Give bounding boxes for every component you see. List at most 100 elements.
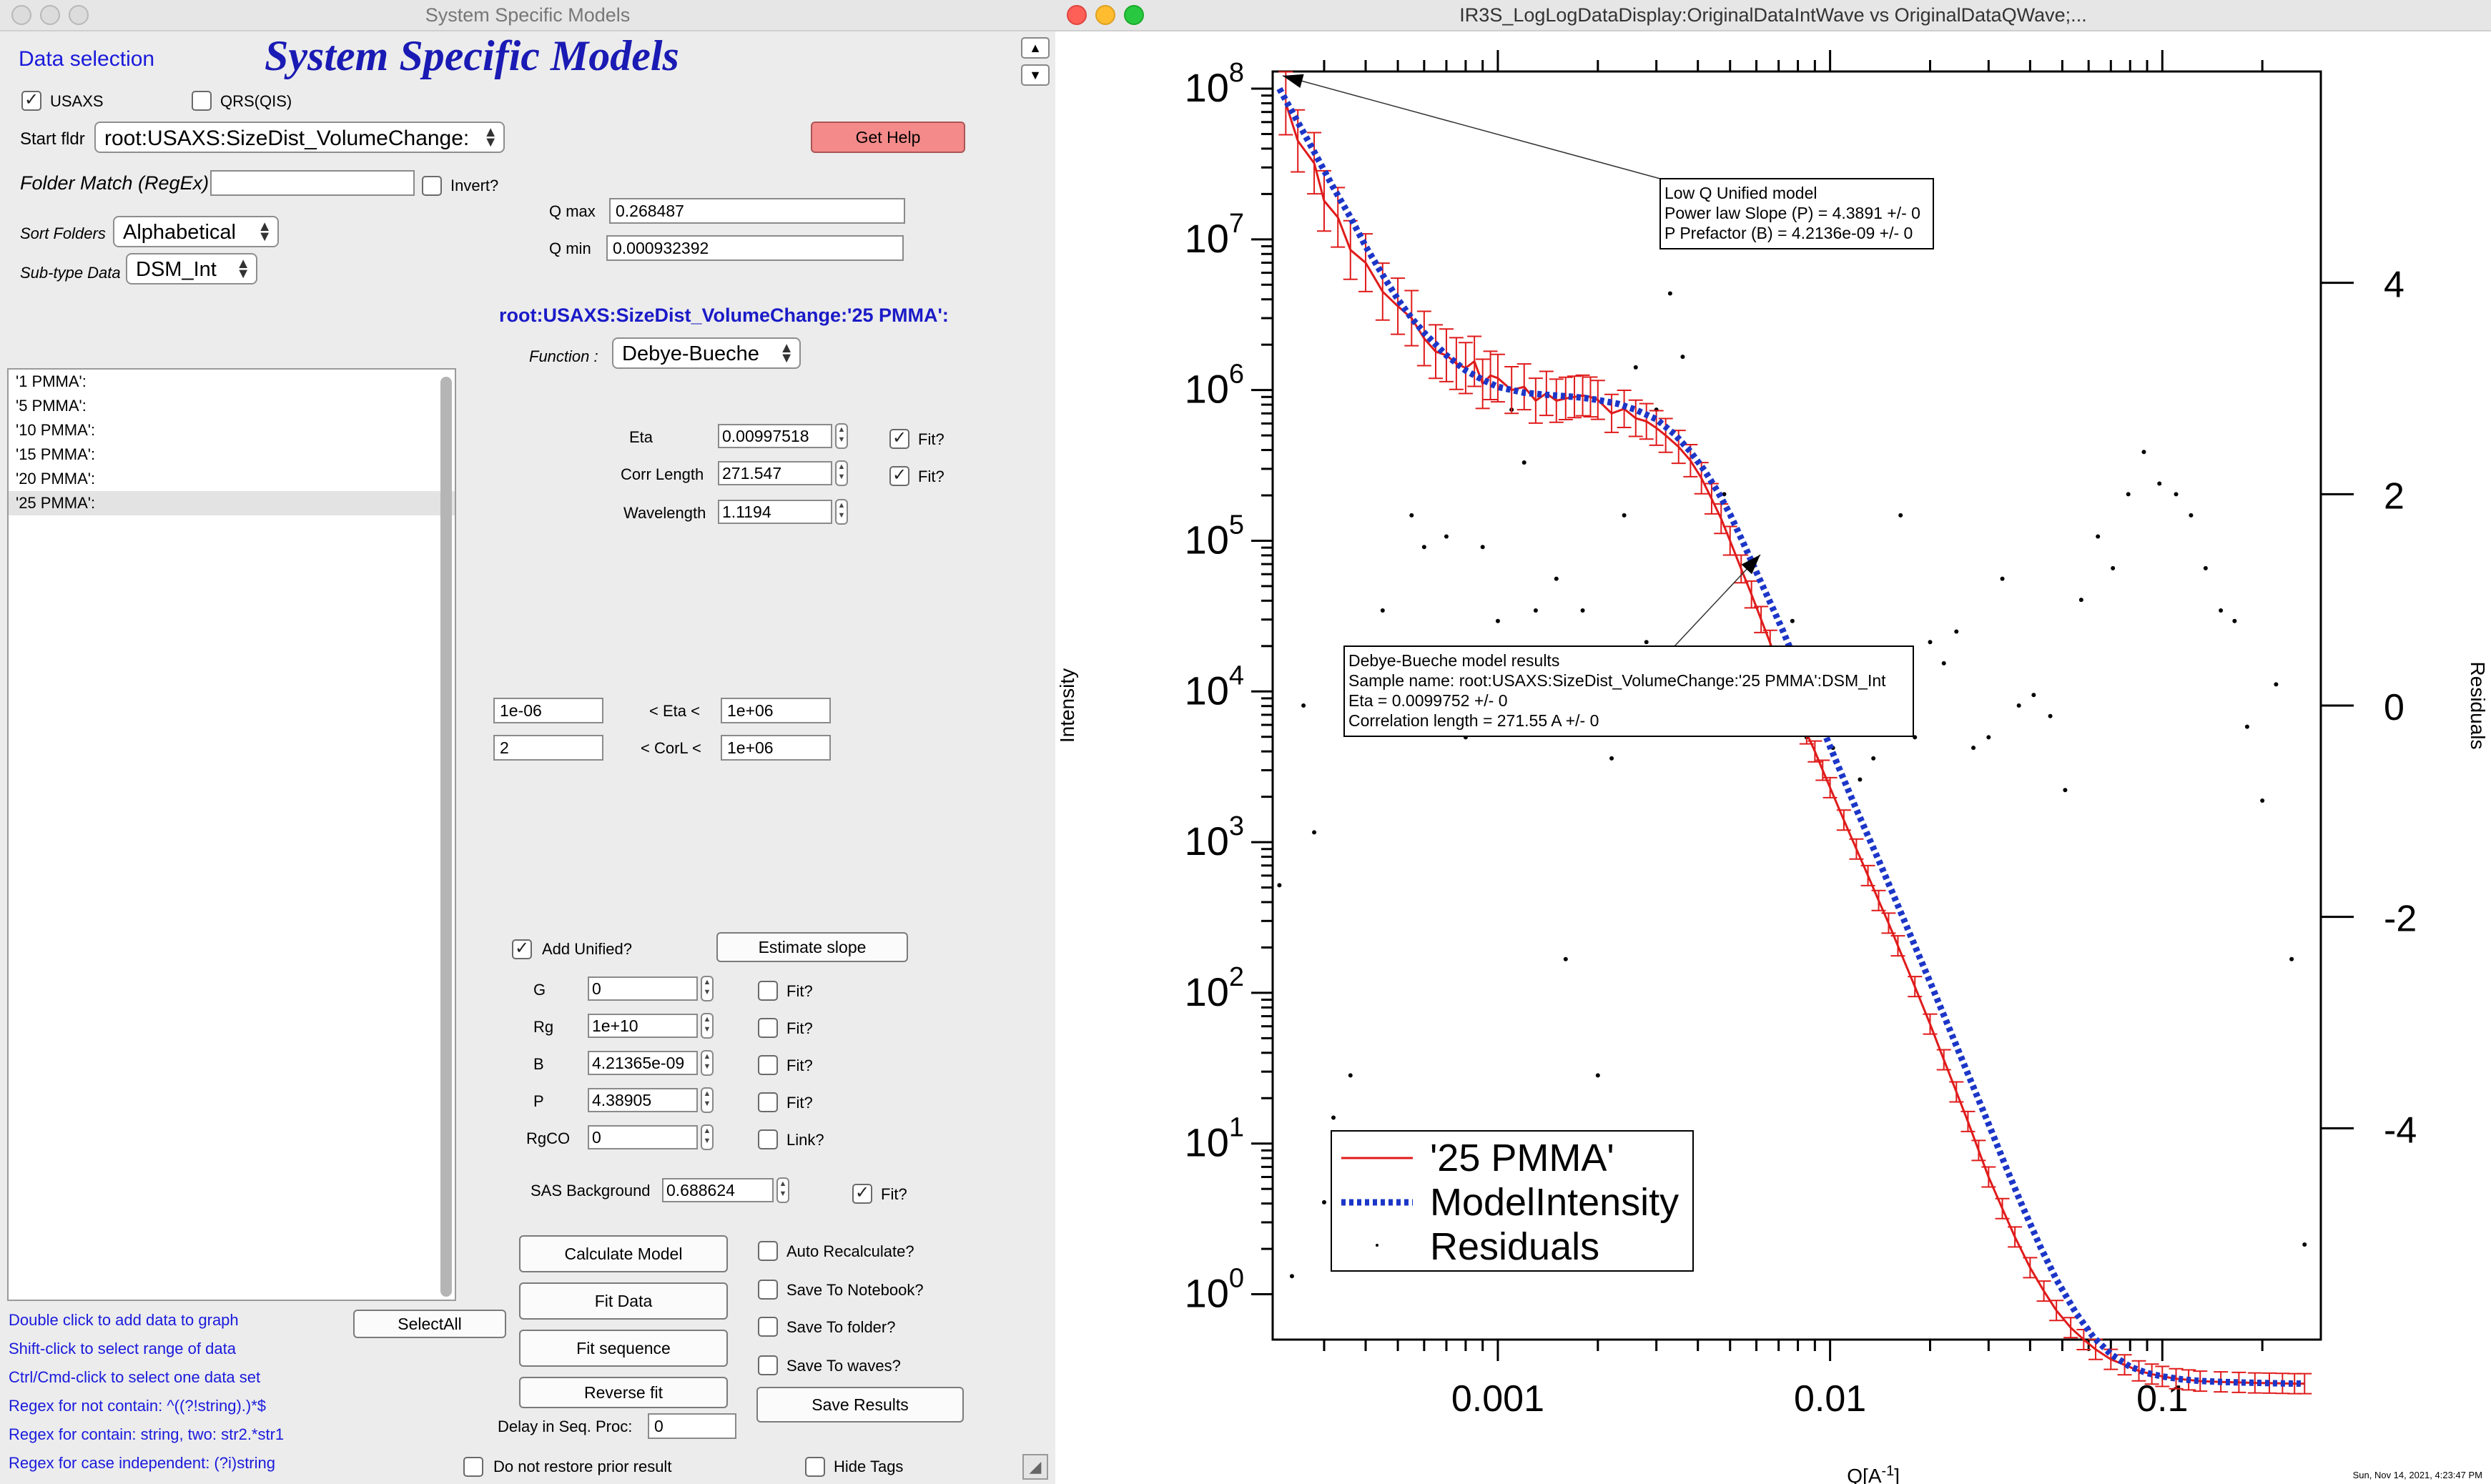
scroll-up-button[interactable]: ▲ <box>1021 37 1050 59</box>
graph-minimize-button[interactable] <box>1095 5 1115 25</box>
list-item[interactable]: '15 PMMA': <box>16 445 96 463</box>
corl-high-limit-input[interactable]: 1e+06 <box>721 735 831 761</box>
invert-checkbox[interactable] <box>422 176 442 196</box>
sas-background-stepper[interactable]: ▲ ▼ <box>776 1177 789 1203</box>
subtype-select[interactable]: DSM_Int ▲ ▼ <box>126 253 257 285</box>
x-tick-label: 0.01 <box>1794 1378 1866 1420</box>
eta-input[interactable]: 0.00997518 <box>718 424 832 448</box>
add-unified-checkbox[interactable]: ✓ <box>512 939 532 959</box>
select-all-button[interactable]: SelectAll <box>353 1310 506 1338</box>
unified-rgco-input[interactable]: 0 <box>588 1125 698 1149</box>
panel-window-title: System Specific Models <box>425 4 631 26</box>
auto-recalculate-checkbox[interactable] <box>758 1241 778 1261</box>
close-window-button[interactable] <box>11 5 31 25</box>
hide-tags-checkbox[interactable] <box>805 1457 825 1477</box>
start-folder-value: root:USAXS:SizeDist_VolumeChange: <box>104 127 470 150</box>
list-scrollbar[interactable] <box>440 377 452 1297</box>
unified-rgco-stepper[interactable]: ▲ ▼ <box>701 1124 714 1150</box>
list-item[interactable]: '25 PMMA': <box>9 491 455 515</box>
y2-tick-label: 2 <box>2384 475 2404 517</box>
start-folder-select[interactable]: root:USAXS:SizeDist_VolumeChange: ▲ ▼ <box>94 122 505 153</box>
sas-background-fit-checkbox[interactable]: ✓ <box>852 1184 872 1204</box>
minimize-window-button[interactable] <box>40 5 60 25</box>
sas-background-input[interactable]: 0.688624 <box>662 1178 774 1202</box>
unified-g-stepper[interactable]: ▲ ▼ <box>701 976 714 1001</box>
qmin-input[interactable]: 0.000932392 <box>606 235 904 261</box>
resize-grip-icon[interactable]: ◢ <box>1022 1454 1048 1480</box>
qmax-input[interactable]: 0.268487 <box>609 198 905 224</box>
usaxs-checkbox[interactable]: ✓ <box>21 91 41 111</box>
unified-b-fit-checkbox[interactable] <box>758 1055 778 1075</box>
residual-point <box>2078 598 2083 603</box>
eta-high-limit-input[interactable]: 1e+06 <box>721 698 831 723</box>
save-notebook-checkbox[interactable] <box>758 1280 778 1300</box>
wavelength-input[interactable]: 1.1194 <box>718 500 832 524</box>
sas-background-fit-label: Fit? <box>881 1185 907 1203</box>
help-line: Shift-click to select range of data <box>9 1340 236 1357</box>
corr-length-input[interactable]: 271.547 <box>718 461 832 485</box>
residual-point <box>1521 460 1526 465</box>
delay-label: Delay in Seq. Proc: <box>498 1418 633 1435</box>
unified-b-input[interactable]: 4.21365e-09 <box>588 1051 698 1075</box>
unified-g-input[interactable]: 0 <box>588 976 698 1001</box>
scroll-down-button[interactable]: ▼ <box>1021 64 1050 86</box>
unified-p-fit-checkbox[interactable] <box>758 1092 778 1112</box>
residual-point <box>1580 608 1585 613</box>
function-label: Function : <box>529 347 598 365</box>
zoom-window-button[interactable] <box>69 5 89 25</box>
unified-rgco-link-checkbox[interactable] <box>758 1129 778 1149</box>
annotation-arrowhead <box>1283 74 1304 89</box>
unified-p-stepper[interactable]: ▲ ▼ <box>701 1087 714 1113</box>
list-item[interactable]: '5 PMMA': <box>16 397 87 415</box>
reverse-fit-button[interactable]: Reverse fit <box>519 1377 728 1408</box>
corr-length-stepper[interactable]: ▲ ▼ <box>835 460 848 486</box>
save-results-button[interactable]: Save Results <box>756 1387 964 1423</box>
graph-zoom-button[interactable] <box>1124 5 1144 25</box>
residual-point <box>1409 513 1414 518</box>
unified-rg-stepper[interactable]: ▲ ▼ <box>701 1013 714 1039</box>
wavelength-stepper[interactable]: ▲ ▼ <box>835 499 848 525</box>
corr-length-fit-label: Fit? <box>918 468 944 485</box>
eta-fit-checkbox[interactable]: ✓ <box>889 429 909 449</box>
fit-sequence-button[interactable]: Fit sequence <box>519 1330 728 1367</box>
qrs-checkbox[interactable] <box>192 91 212 111</box>
get-help-button[interactable]: Get Help <box>811 122 965 153</box>
wavelength-label: Wavelength <box>623 504 706 522</box>
sort-folders-select[interactable]: Alphabetical ▲ ▼ <box>113 216 279 247</box>
folder-match-input[interactable] <box>210 170 415 196</box>
chevron-updown-icon: ▲ ▼ <box>779 340 794 366</box>
save-waves-checkbox[interactable] <box>758 1355 778 1375</box>
residual-point <box>2063 788 2068 793</box>
eta-low-limit-input[interactable]: 1e-06 <box>493 698 603 723</box>
calculate-model-button[interactable]: Calculate Model <box>519 1235 728 1272</box>
list-item[interactable]: '20 PMMA': <box>16 470 96 488</box>
graph-close-button[interactable] <box>1067 5 1087 25</box>
help-line: Regex for case independent: (?i)string <box>9 1454 275 1472</box>
annotation-line: Power law Slope (P) = 4.3891 +/- 0 <box>1664 204 1920 222</box>
delay-input[interactable]: 0 <box>648 1413 736 1439</box>
estimate-slope-button[interactable]: Estimate slope <box>716 932 908 962</box>
list-item[interactable]: '1 PMMA': <box>16 372 87 390</box>
residual-point <box>1622 513 1627 518</box>
list-item[interactable]: '10 PMMA': <box>16 421 96 439</box>
residual-point <box>1644 640 1649 645</box>
corr-length-fit-checkbox[interactable]: ✓ <box>889 466 909 486</box>
unified-rg-input[interactable]: 1e+10 <box>588 1014 698 1038</box>
no-restore-checkbox[interactable] <box>463 1457 483 1477</box>
function-select[interactable]: Debye-Bueche ▲ ▼ <box>612 337 801 369</box>
corl-low-limit-input[interactable]: 2 <box>493 735 603 761</box>
residual-point <box>1480 545 1485 550</box>
fit-data-button[interactable]: Fit Data <box>519 1282 728 1320</box>
save-folder-checkbox[interactable] <box>758 1317 778 1337</box>
annotation-line: Sample name: root:USAXS:SizeDist_VolumeC… <box>1348 671 1886 690</box>
subtype-value: DSM_Int <box>136 258 217 281</box>
loglog-plot[interactable]: 0.001 0.01 0.1Q[A-1]1001011021031041051061… <box>1055 30 2491 1484</box>
unified-p-input[interactable]: 4.38905 <box>588 1088 698 1112</box>
folder-list[interactable]: '1 PMMA': '5 PMMA': '10 PMMA': '15 PMMA': '2… <box>7 368 456 1301</box>
unified-g-fit-checkbox[interactable] <box>758 981 778 1001</box>
qmin-label-text: Q min <box>549 239 591 257</box>
unified-g-label: G <box>533 981 546 999</box>
unified-b-stepper[interactable]: ▲ ▼ <box>701 1050 714 1076</box>
unified-rg-fit-checkbox[interactable] <box>758 1018 778 1038</box>
eta-stepper[interactable]: ▲ ▼ <box>835 423 848 449</box>
